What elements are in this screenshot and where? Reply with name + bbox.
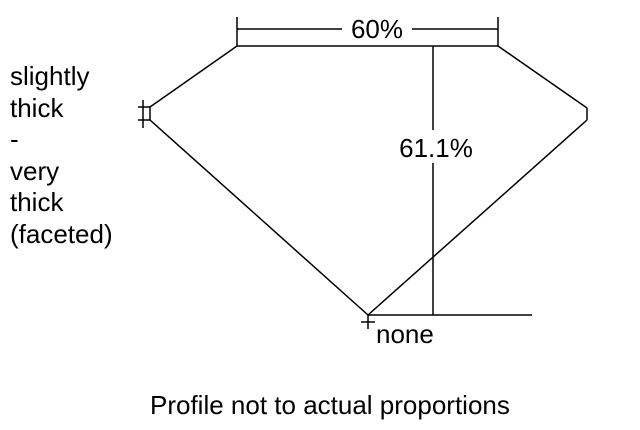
- crown-left: [149, 45, 238, 108]
- pavilion-right: [367, 119, 588, 316]
- girdle-label-line: (faceted): [10, 218, 113, 249]
- girdle-label-line: slightly: [10, 61, 90, 91]
- girdle-label-line: thick: [10, 92, 64, 123]
- crown-right: [497, 45, 588, 109]
- pavilion-left: [149, 119, 369, 316]
- girdle-label-line: thick: [10, 187, 64, 217]
- girdle-label-line: very: [10, 155, 60, 186]
- table-percentage-label: 60%: [351, 14, 403, 44]
- girdle-label-line: -: [10, 124, 19, 154]
- culet-marker: [361, 315, 375, 329]
- proportions-note: Profile not to actual proportions: [150, 390, 510, 420]
- total-depth-label: 61.1%: [399, 133, 473, 163]
- culet-label: none: [376, 319, 434, 349]
- girdle-thickness-label: slightly thick - very thick (faceted): [10, 61, 113, 250]
- girdle-thickness-marker: [138, 100, 150, 128]
